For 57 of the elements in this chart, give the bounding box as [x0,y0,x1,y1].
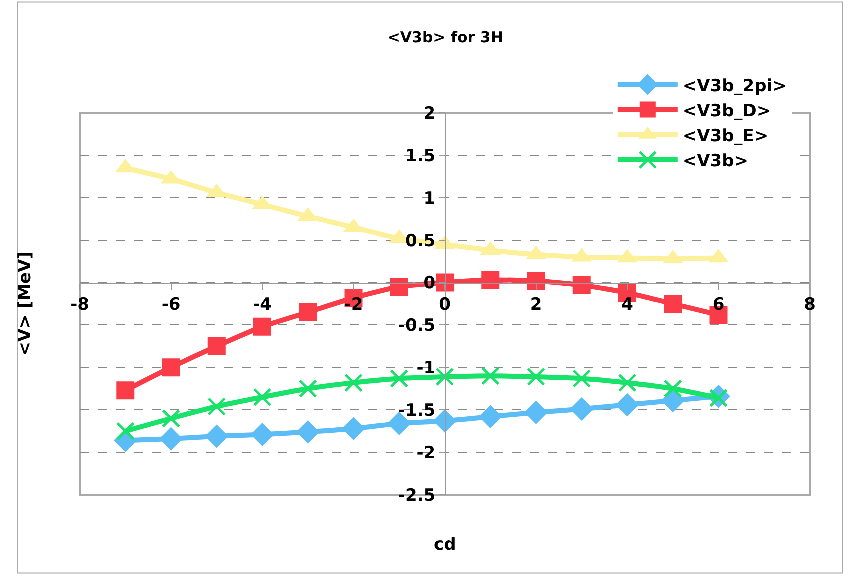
point [436,274,454,292]
legend-label: <V3b_E> [682,126,769,147]
point [572,369,592,388]
point [433,409,457,433]
chart-title: <V3b> for 3H [388,28,504,47]
point [162,358,180,377]
y-tick-label: -0.5 [398,316,436,336]
y-tick-label: -2.5 [398,486,436,506]
point [344,374,363,392]
point [253,388,272,407]
point [342,417,366,440]
point [618,374,637,392]
y-tick-label: -1.5 [398,401,436,422]
y-axis-title: <V> [MeV] [15,252,36,356]
legend-label: <V3b_2pi> [682,76,787,96]
point [160,427,183,451]
point [208,397,226,416]
point [390,278,408,296]
x-tick-label: 0 [439,295,452,316]
y-tick-label: -2 [416,444,436,464]
y-tick-label: -1 [416,358,436,379]
y-tick-label: 1.5 [405,146,436,166]
y-tick-label: 2 [424,104,436,124]
x-axis-title: cd [434,535,456,555]
point [527,368,546,386]
point [296,420,320,444]
x-tick-label: -6 [162,295,181,316]
x-tick-label: 2 [530,295,542,316]
legend-label: <V3b_D> [682,101,772,122]
point [254,318,272,336]
x-tick-label: 8 [804,295,816,316]
point [208,337,226,356]
point [250,423,274,446]
y-tick-label: 1 [424,188,436,209]
x-tick-label: -8 [70,295,90,316]
point [478,405,502,429]
point [527,272,546,290]
point [572,276,591,294]
point [482,271,500,290]
point [481,366,500,386]
point [664,295,682,313]
point [616,393,640,417]
point [298,380,318,398]
point [162,409,180,428]
point [390,369,409,388]
point [116,382,135,400]
point [436,368,454,386]
point [524,400,548,424]
point [299,303,318,322]
x-tick-label: -4 [253,295,272,316]
point [661,389,685,412]
point [570,398,594,421]
point [664,380,682,398]
legend-label: <V3b> [682,152,749,172]
y-tick-label: 0.5 [405,231,436,252]
y-tick-label: 0 [424,274,436,294]
point [116,422,135,441]
